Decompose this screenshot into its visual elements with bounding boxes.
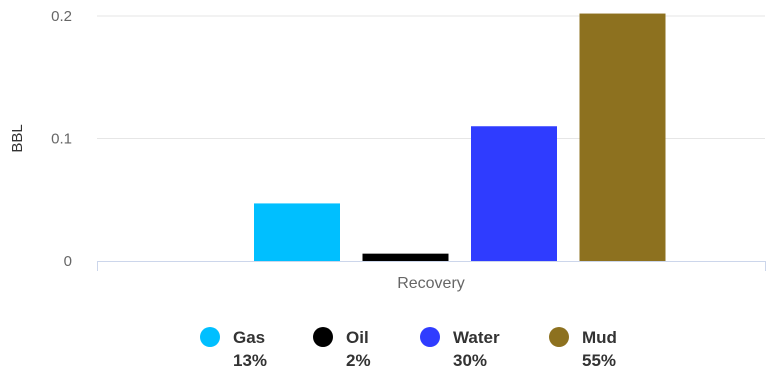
legend-series-name: Water: [453, 328, 500, 347]
legend-swatch: [420, 327, 440, 347]
legend-series-name: Gas: [233, 328, 265, 347]
bar-mud[interactable]: [579, 13, 666, 261]
legend-swatch: [549, 327, 569, 347]
labels: 0 0.1 0.2 BBL Recovery: [9, 8, 465, 292]
legend-series-percent: 30%: [453, 351, 487, 370]
legend-item-water[interactable]: Water 30%: [420, 327, 500, 370]
x-category-label: Recovery: [397, 275, 465, 292]
legend-item-mud[interactable]: Mud 55%: [549, 327, 617, 370]
legend-item-gas[interactable]: Gas 13%: [200, 327, 267, 370]
bar-water[interactable]: [471, 126, 557, 261]
axes: [97, 261, 766, 271]
legend-swatch: [313, 327, 333, 347]
y-tick-label: 0.1: [51, 131, 72, 148]
bar-gas[interactable]: [254, 203, 340, 261]
legend-swatch: [200, 327, 220, 347]
legend-series-name: Oil: [346, 328, 369, 347]
legend-series-percent: 2%: [346, 351, 371, 370]
y-tick-label: 0: [64, 253, 72, 270]
legend-series-percent: 55%: [582, 351, 616, 370]
legend-series-name: Mud: [582, 328, 617, 347]
y-axis-title: BBL: [9, 124, 26, 152]
legend[interactable]: Gas 13% Oil 2% Water 30% Mud 55%: [200, 327, 617, 370]
legend-item-oil[interactable]: Oil 2%: [313, 327, 371, 370]
y-tick-label: 0.2: [51, 8, 72, 25]
bar-oil[interactable]: [362, 253, 449, 261]
bars: [254, 13, 666, 261]
legend-series-percent: 13%: [233, 351, 267, 370]
